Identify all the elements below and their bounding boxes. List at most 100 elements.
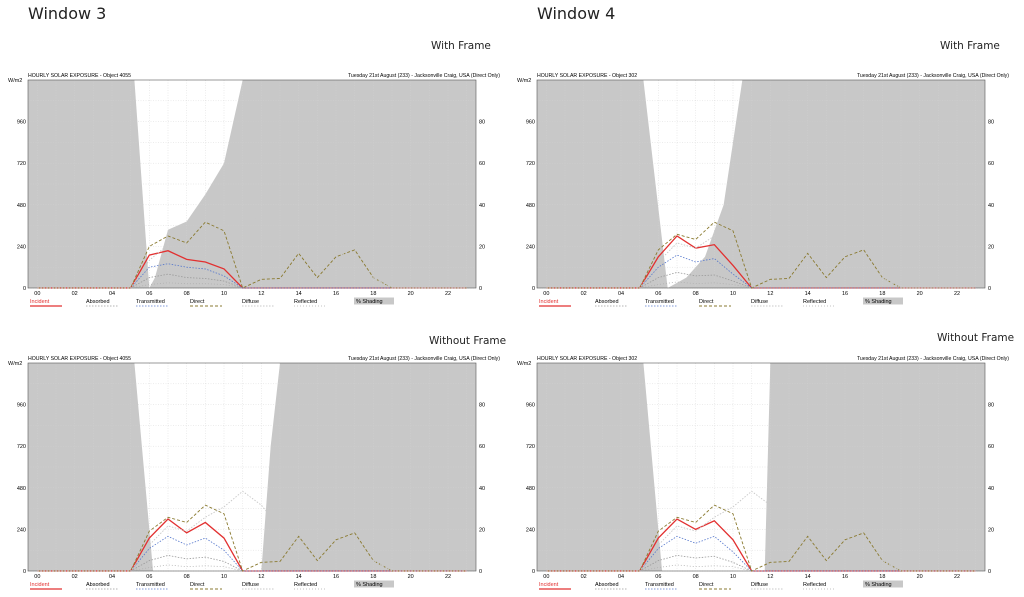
y2-tick-label: 80 bbox=[988, 403, 994, 409]
gridlines bbox=[28, 80, 476, 289]
chart-window-4-with-frame: HOURLY SOLAR EXPOSURE - Object 302 Tuesda… bbox=[515, 70, 1010, 307]
y-tick-label: 480 bbox=[526, 486, 535, 492]
y2-tick-label: 60 bbox=[479, 161, 485, 167]
series-line-transmitted bbox=[546, 535, 976, 572]
y2-tick-label: 0 bbox=[479, 569, 482, 575]
shading-area-afternoon bbox=[667, 80, 985, 288]
y2-tick-label: 80 bbox=[479, 120, 485, 126]
x-tick-label: 08 bbox=[693, 574, 699, 580]
window-3-without-frame-label: Without Frame bbox=[429, 335, 507, 347]
legend-label: Absorbed bbox=[595, 582, 619, 588]
y-unit-label: W/m2 bbox=[517, 361, 531, 367]
chart-title: HOURLY SOLAR EXPOSURE - Object 4055 bbox=[28, 356, 131, 362]
legend-label: Incident bbox=[539, 582, 559, 588]
x-tick-label: 16 bbox=[333, 291, 339, 297]
x-tick-label: 16 bbox=[842, 574, 848, 580]
x-tick-label: 00 bbox=[34, 291, 40, 297]
legend-label: Reflected bbox=[803, 582, 826, 588]
y-tick-label: 0 bbox=[23, 286, 26, 292]
legend-label: Transmitted bbox=[136, 582, 165, 588]
y2-tick-label: 20 bbox=[988, 244, 994, 250]
legend-label: Transmitted bbox=[645, 299, 674, 305]
window-4-heading: Window 4 bbox=[537, 4, 616, 23]
x-tick-label: 08 bbox=[184, 574, 190, 580]
x-tick-label: 18 bbox=[370, 574, 376, 580]
window-4-without-frame-label: Without Frame bbox=[937, 332, 1015, 344]
y-tick-label: 960 bbox=[17, 120, 26, 126]
x-tick-label: 22 bbox=[954, 291, 960, 297]
y2-tick-label: 0 bbox=[988, 569, 991, 575]
y2-tick-label: 20 bbox=[988, 527, 994, 533]
chart-svg: HOURLY SOLAR EXPOSURE - Object 302 Tuesda… bbox=[517, 73, 1009, 307]
x-tick-label: 10 bbox=[730, 291, 736, 297]
series-line-diffuse bbox=[37, 207, 467, 289]
legend-label: Diffuse bbox=[751, 582, 768, 588]
legend-label: Transmitted bbox=[136, 299, 165, 305]
y2-tick-label: 60 bbox=[988, 444, 994, 450]
legend-label: Absorbed bbox=[86, 582, 110, 588]
y-tick-label: 240 bbox=[526, 527, 535, 533]
y-tick-label: 0 bbox=[532, 569, 535, 575]
x-tick-label: 02 bbox=[581, 574, 587, 580]
x-tick-label: 02 bbox=[72, 291, 78, 297]
y2-tick-label: 60 bbox=[479, 444, 485, 450]
x-tick-label: 12 bbox=[258, 574, 264, 580]
shading-area-afternoon bbox=[662, 363, 985, 571]
x-tick-label: 04 bbox=[109, 291, 115, 297]
legend-label: Incident bbox=[30, 299, 50, 305]
x-tick-label: 14 bbox=[805, 291, 811, 297]
x-tick-label: 18 bbox=[879, 574, 885, 580]
chart-window-3-with-frame: HOURLY SOLAR EXPOSURE - Object 4055 Tuesd… bbox=[6, 70, 501, 307]
series-line-absorbed bbox=[37, 273, 467, 289]
legend-label: Reflected bbox=[803, 299, 826, 305]
chart-svg: HOURLY SOLAR EXPOSURE - Object 4055 Tuesd… bbox=[8, 73, 500, 307]
y2-tick-label: 40 bbox=[479, 203, 485, 209]
legend-label: Direct bbox=[699, 299, 714, 305]
x-tick-label: 14 bbox=[805, 574, 811, 580]
legend-label: Transmitted bbox=[645, 582, 674, 588]
y-tick-label: 240 bbox=[17, 527, 26, 533]
y-tick-label: 960 bbox=[526, 120, 535, 126]
legend-label: Incident bbox=[30, 582, 50, 588]
legend-swatch-shading bbox=[354, 580, 394, 588]
y2-tick-label: 60 bbox=[988, 161, 994, 167]
legend-label: Direct bbox=[699, 582, 714, 588]
legend: Incident Absorbed Transmitted Direct Diffuse… bbox=[539, 580, 903, 590]
legend-label: % Shading bbox=[865, 582, 892, 588]
series-line-direct bbox=[546, 504, 976, 572]
legend: Incident Absorbed Transmitted Direct Diffuse… bbox=[30, 297, 394, 307]
window-3-heading: Window 3 bbox=[28, 4, 107, 23]
y-tick-label: 240 bbox=[526, 244, 535, 250]
y-tick-label: 720 bbox=[526, 161, 535, 167]
x-tick-label: 20 bbox=[408, 574, 414, 580]
y2-tick-label: 80 bbox=[479, 403, 485, 409]
legend-label: Absorbed bbox=[86, 299, 110, 305]
chart-date-location: Tuesday 21st August (233) - Jacksonville… bbox=[348, 73, 500, 79]
x-tick-label: 06 bbox=[655, 574, 661, 580]
series-line-diffuse bbox=[546, 211, 976, 289]
legend-label: Absorbed bbox=[595, 299, 619, 305]
y-tick-label: 720 bbox=[526, 444, 535, 450]
chart-title: HOURLY SOLAR EXPOSURE - Object 302 bbox=[537, 356, 637, 362]
y2-tick-label: 0 bbox=[988, 286, 991, 292]
legend-swatch-shading bbox=[354, 297, 394, 305]
chart-window-4-without-frame: HOURLY SOLAR EXPOSURE - Object 302 Tuesda… bbox=[515, 353, 1010, 590]
x-tick-label: 20 bbox=[917, 291, 923, 297]
x-tick-label: 06 bbox=[146, 291, 152, 297]
chart-date-location: Tuesday 21st August (233) - Jacksonville… bbox=[857, 356, 1009, 362]
chart-date-location: Tuesday 21st August (233) - Jacksonville… bbox=[348, 356, 500, 362]
x-tick-label: 06 bbox=[655, 291, 661, 297]
y2-tick-label: 40 bbox=[479, 486, 485, 492]
y2-tick-label: 20 bbox=[479, 527, 485, 533]
x-tick-label: 22 bbox=[445, 574, 451, 580]
chart-title: HOURLY SOLAR EXPOSURE - Object 302 bbox=[537, 73, 637, 79]
legend-label: Direct bbox=[190, 582, 205, 588]
x-tick-label: 02 bbox=[581, 291, 587, 297]
legend-label: Reflected bbox=[294, 299, 317, 305]
y2-tick-label: 80 bbox=[988, 120, 994, 126]
legend-label: % Shading bbox=[356, 299, 383, 305]
x-tick-label: 14 bbox=[296, 574, 302, 580]
legend: Incident Absorbed Transmitted Direct Diffuse… bbox=[539, 297, 903, 307]
x-tick-label: 08 bbox=[184, 291, 190, 297]
shading-area-afternoon bbox=[149, 80, 477, 288]
